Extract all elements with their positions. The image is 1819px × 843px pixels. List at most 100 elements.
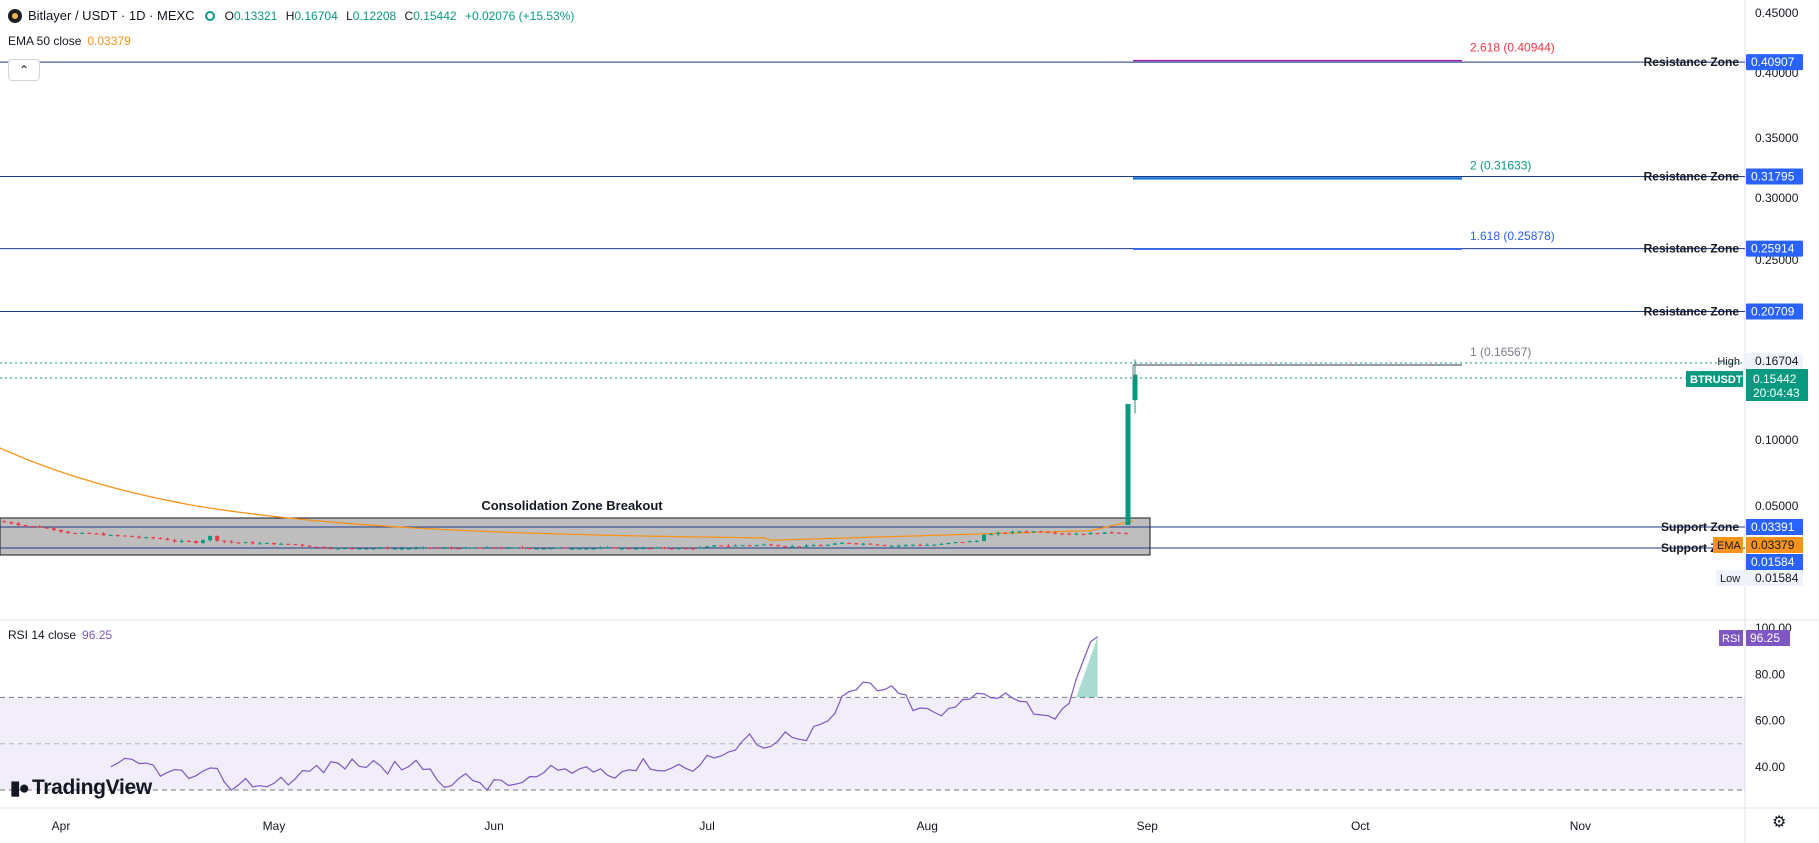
candle-body xyxy=(201,540,205,543)
low-label-tag xyxy=(1716,570,1746,586)
candle-body xyxy=(314,546,319,548)
rsi-legend[interactable]: RSI 14 close 96.25 xyxy=(8,628,112,642)
zone-price-text: 0.25914 xyxy=(1751,242,1795,256)
fib-label: 1.618 (0.25878) xyxy=(1470,229,1555,243)
candle-body xyxy=(264,542,269,544)
high-label: High xyxy=(1717,356,1740,368)
candle-body xyxy=(861,543,866,545)
candle-body xyxy=(974,540,979,542)
chevron-up-icon: ⌃ xyxy=(18,63,30,77)
candle-body xyxy=(1088,533,1093,535)
candle-body xyxy=(16,523,21,526)
candle-body xyxy=(257,543,262,545)
ema-label-tag xyxy=(1713,537,1743,553)
candle-body xyxy=(712,545,717,547)
rsi-line xyxy=(110,636,1098,792)
zone-label: Resistance Zone xyxy=(1644,55,1740,69)
candle-body xyxy=(847,542,852,544)
zone-price-tag xyxy=(1746,519,1803,535)
candle-body xyxy=(854,543,859,545)
candle-body xyxy=(1109,532,1114,534)
candle-body xyxy=(1038,531,1043,533)
gear-icon[interactable]: ⚙ xyxy=(1772,814,1787,831)
candle-body xyxy=(1102,532,1107,534)
candle-body xyxy=(1060,533,1065,535)
time-tick-label: Aug xyxy=(917,819,938,833)
candle-body xyxy=(584,548,589,550)
candle-body xyxy=(1003,532,1008,534)
high-value: 0.16704 xyxy=(294,8,338,23)
close-value: 0.15442 xyxy=(413,8,457,23)
change-value: +0.02076 (+15.53%) xyxy=(464,8,575,23)
candle-body xyxy=(903,544,908,546)
candle-body xyxy=(911,544,915,546)
candle-body xyxy=(378,547,383,549)
candle-body xyxy=(108,535,113,537)
candle-body xyxy=(840,542,844,544)
price-tick-label: 0.10000 xyxy=(1755,433,1799,447)
ema-price-tag xyxy=(1746,537,1803,553)
high-tag-text: 0.16704 xyxy=(1755,354,1799,368)
low-label: L xyxy=(346,8,353,23)
candle-body xyxy=(307,545,312,547)
candle-body xyxy=(449,547,454,549)
candle-body xyxy=(925,544,930,546)
zone-price-tag xyxy=(1746,168,1803,185)
zone-price-tag xyxy=(1746,554,1803,570)
candle-body xyxy=(754,545,759,547)
symbol-title[interactable]: Bitlayer / USDT · 1D · MEXC xyxy=(28,8,195,23)
candle-body xyxy=(1124,533,1128,535)
market-status-icon xyxy=(204,10,215,21)
candle-body xyxy=(406,548,411,550)
candle-body xyxy=(506,547,511,549)
zone-price-text: 0.03391 xyxy=(1751,520,1795,534)
candle-body xyxy=(1067,533,1072,535)
candle-body xyxy=(343,548,347,550)
candle-body xyxy=(598,547,603,549)
candle-body xyxy=(918,544,923,546)
candle-body xyxy=(485,547,489,549)
candle-body xyxy=(321,546,326,549)
candle-body xyxy=(122,535,127,537)
candle-body xyxy=(115,535,120,537)
candle-body xyxy=(783,546,788,548)
price-tick-label: 0.05000 xyxy=(1755,499,1799,513)
candle-body xyxy=(335,548,340,550)
open-value: 0.13321 xyxy=(233,8,278,23)
candle-body xyxy=(293,544,298,546)
candle-body xyxy=(87,532,92,534)
ema50-line xyxy=(0,447,1134,541)
candle-body xyxy=(364,548,369,550)
candle-body xyxy=(1045,531,1050,533)
candle-body xyxy=(144,537,149,539)
candle-body xyxy=(690,548,695,550)
candle-body xyxy=(1116,532,1121,534)
high-label: H xyxy=(285,8,295,23)
countdown-text: 20:04:43 xyxy=(1753,386,1800,400)
candle-body xyxy=(875,544,880,546)
candle-body xyxy=(733,545,738,547)
low-tag xyxy=(1746,570,1803,586)
candle-body xyxy=(634,548,639,550)
collapse-legend-button[interactable]: ⌃ xyxy=(8,59,40,81)
candle-body xyxy=(470,547,475,549)
coin-logo-icon xyxy=(8,8,22,23)
tradingview-logo[interactable]: ▮● TradingView xyxy=(10,776,152,800)
fib-label: 2.618 (0.40944) xyxy=(1470,41,1555,55)
candle-body xyxy=(662,547,667,549)
candle-body xyxy=(818,545,823,547)
zone-label: Support Zone xyxy=(1661,520,1739,534)
time-tick-label: May xyxy=(263,819,286,833)
time-tick-label: Sep xyxy=(1137,819,1159,833)
candle-body xyxy=(811,545,816,547)
candle-body xyxy=(23,525,28,527)
price-tick-label: 0.35000 xyxy=(1755,131,1799,145)
candle-body xyxy=(59,530,63,532)
time-tick-label: Nov xyxy=(1570,819,1591,833)
close-label: C xyxy=(404,8,414,23)
ema-legend[interactable]: EMA 50 close 0.03379 xyxy=(8,34,131,48)
candle-body xyxy=(996,532,1001,535)
candle-body xyxy=(477,547,482,549)
candle-body xyxy=(960,541,965,543)
